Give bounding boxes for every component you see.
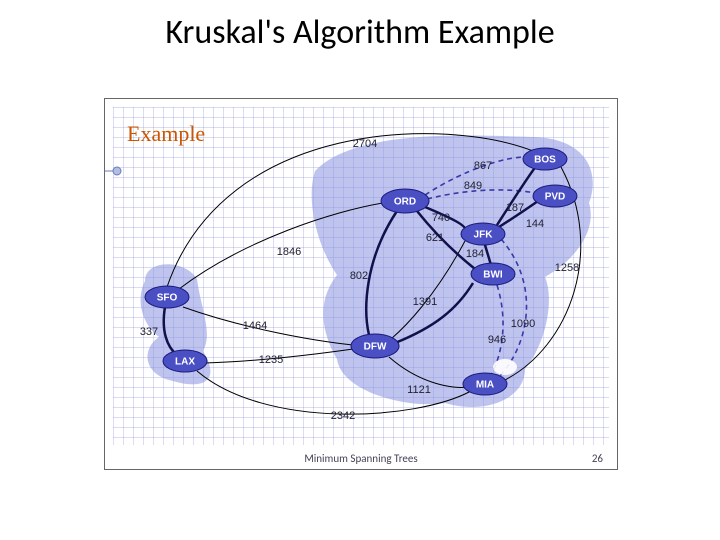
svg-text:LAX: LAX — [175, 357, 195, 368]
weight-2704: 2704 — [353, 138, 377, 150]
node-sfo: SFO — [145, 286, 189, 308]
graph-svg: 2704 1846 1464 337 1235 2342 802 867 849… — [105, 99, 617, 469]
node-lax: LAX — [163, 350, 207, 372]
node-jfk: JFK — [461, 223, 505, 245]
weight-1121: 1121 — [407, 384, 431, 396]
weight-2342: 2342 — [331, 410, 355, 422]
svg-text:DFW: DFW — [364, 342, 387, 353]
anchor-icon — [113, 167, 121, 175]
weight-621: 621 — [426, 232, 444, 244]
node-dfw: DFW — [351, 334, 399, 358]
weight-187: 187 — [506, 202, 524, 214]
weight-144: 144 — [526, 218, 544, 230]
node-pvd: PVD — [533, 185, 577, 207]
weight-1258: 1258 — [555, 262, 579, 274]
figure-frame: Example 2704 — [104, 98, 618, 470]
node-bos: BOS — [523, 148, 567, 170]
weight-1235: 1235 — [259, 354, 283, 366]
svg-text:JFK: JFK — [474, 230, 494, 241]
svg-text:BOS: BOS — [534, 155, 556, 166]
weight-740: 740 — [432, 212, 450, 224]
weight-849: 849 — [464, 180, 482, 192]
svg-text:BWI: BWI — [483, 270, 503, 281]
node-bwi: BWI — [471, 263, 515, 285]
weight-337: 337 — [140, 326, 158, 338]
weight-1846: 1846 — [277, 246, 301, 258]
node-ord: ORD — [381, 189, 429, 213]
weight-1391: 1391 — [413, 296, 437, 308]
node-mia: MIA — [463, 373, 507, 395]
page-number: 26 — [592, 452, 603, 465]
svg-text:PVD: PVD — [545, 192, 566, 203]
svg-text:SFO: SFO — [157, 293, 178, 304]
weight-802: 802 — [350, 270, 368, 282]
weight-867: 867 — [474, 160, 492, 172]
weight-1464: 1464 — [243, 320, 267, 332]
svg-text:MIA: MIA — [476, 380, 494, 391]
slide-title: Kruskal's Algorithm Example — [0, 12, 720, 53]
svg-text:ORD: ORD — [394, 197, 416, 208]
mia-highlight — [493, 359, 517, 375]
weight-184: 184 — [466, 248, 484, 260]
weight-946: 946 — [488, 334, 506, 346]
weight-1090: 1090 — [511, 318, 535, 330]
footer-caption: Minimum Spanning Trees — [105, 452, 617, 465]
